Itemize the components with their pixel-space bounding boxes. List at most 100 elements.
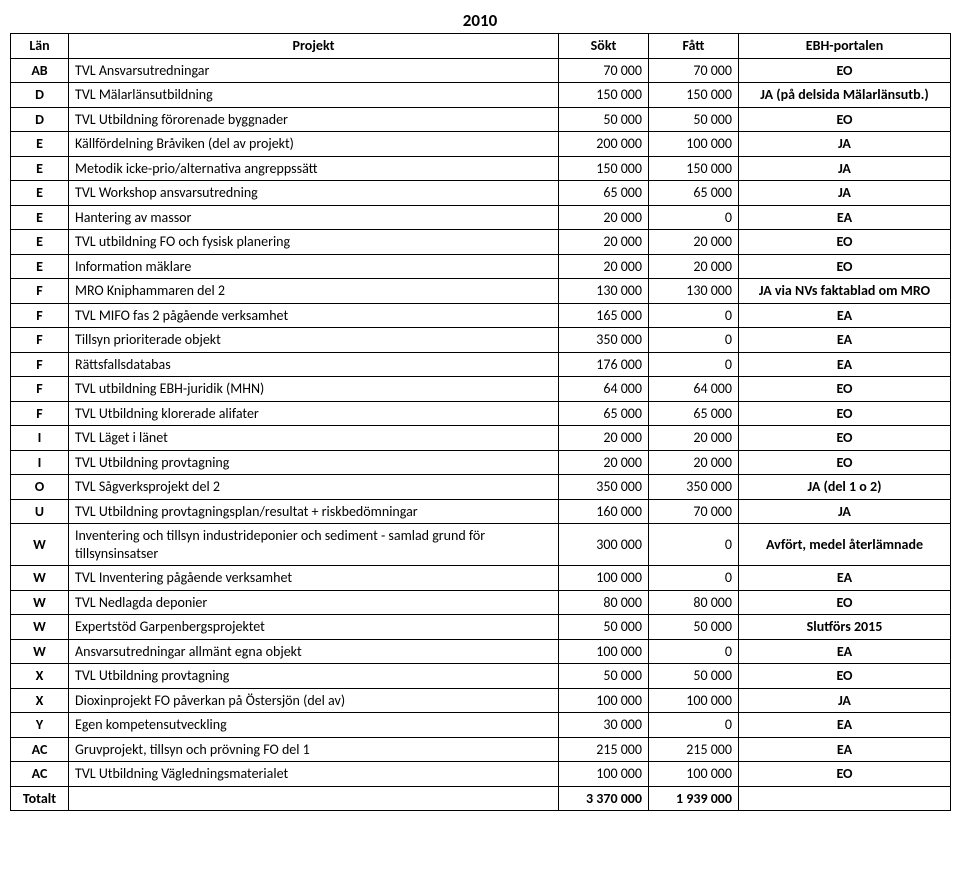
cell-fatt: 215 000: [649, 737, 739, 762]
table-row: XTVL Utbildning provtagning50 00050 000E…: [11, 664, 951, 689]
cell-sokt: 50 000: [559, 615, 649, 640]
cell-ebh: EO: [739, 762, 951, 787]
table-row: YEgen kompetensutveckling30 0000EA: [11, 713, 951, 738]
cell-lan: F: [11, 328, 69, 353]
cell-fatt: 100 000: [649, 132, 739, 157]
cell-sokt: 160 000: [559, 499, 649, 524]
cell-projekt: TVL Utbildning provtagning: [69, 664, 559, 689]
cell-fatt: 65 000: [649, 181, 739, 206]
table-row: ACGruvprojekt, tillsyn och prövning FO d…: [11, 737, 951, 762]
col-projekt: Projekt: [69, 34, 559, 59]
cell-projekt: Gruvprojekt, tillsyn och prövning FO del…: [69, 737, 559, 762]
col-lan: Län: [11, 34, 69, 59]
cell-lan: W: [11, 524, 69, 566]
cell-ebh: JA: [739, 156, 951, 181]
table-total-row: Totalt3 370 0001 939 000: [11, 786, 951, 811]
cell-sokt: 70 000: [559, 58, 649, 83]
cell-sokt: 50 000: [559, 664, 649, 689]
cell-projekt: TVL utbildning EBH-juridik (MHN): [69, 377, 559, 402]
cell-projekt: TVL Läget i länet: [69, 426, 559, 451]
cell-sokt: 20 000: [559, 254, 649, 279]
cell-sokt: 80 000: [559, 590, 649, 615]
cell-fatt: 150 000: [649, 83, 739, 108]
cell-ebh: JA via NVs faktablad om MRO: [739, 279, 951, 304]
cell-projekt: TVL Utbildning klorerade alifater: [69, 401, 559, 426]
cell-fatt: 150 000: [649, 156, 739, 181]
cell-fatt: 350 000: [649, 475, 739, 500]
table-header: Län Projekt Sökt Fått EBH-portalen: [11, 34, 951, 59]
cell-fatt: 50 000: [649, 664, 739, 689]
cell-projekt: TVL MIFO fas 2 pågående verksamhet: [69, 303, 559, 328]
table-row: DTVL Mälarlänsutbildning150 000150 000JA…: [11, 83, 951, 108]
cell-sokt: 65 000: [559, 181, 649, 206]
col-fatt: Fått: [649, 34, 739, 59]
cell-sokt: 215 000: [559, 737, 649, 762]
cell-projekt: TVL Mälarlänsutbildning: [69, 83, 559, 108]
cell-ebh: EO: [739, 590, 951, 615]
cell-projekt: TVL Utbildning Vägledningsmaterialet: [69, 762, 559, 787]
table-row: EInformation mäklare20 00020 000EO: [11, 254, 951, 279]
total-projekt: [69, 786, 559, 811]
table-row: ACTVL Utbildning Vägledningsmaterialet10…: [11, 762, 951, 787]
table-row: FTVL MIFO fas 2 pågående verksamhet165 0…: [11, 303, 951, 328]
cell-fatt: 0: [649, 524, 739, 566]
cell-ebh: EA: [739, 639, 951, 664]
cell-projekt: Egen kompetensutveckling: [69, 713, 559, 738]
cell-lan: F: [11, 352, 69, 377]
cell-sokt: 165 000: [559, 303, 649, 328]
cell-lan: E: [11, 254, 69, 279]
cell-ebh: EA: [739, 737, 951, 762]
table-row: FTVL Utbildning klorerade alifater65 000…: [11, 401, 951, 426]
table-row: OTVL Sågverksprojekt del 2350 000350 000…: [11, 475, 951, 500]
cell-lan: F: [11, 279, 69, 304]
cell-projekt: Hantering av massor: [69, 205, 559, 230]
cell-ebh: JA: [739, 688, 951, 713]
cell-fatt: 50 000: [649, 615, 739, 640]
cell-sokt: 20 000: [559, 230, 649, 255]
cell-lan: W: [11, 615, 69, 640]
cell-projekt: TVL Sågverksprojekt del 2: [69, 475, 559, 500]
cell-fatt: 70 000: [649, 499, 739, 524]
cell-sokt: 200 000: [559, 132, 649, 157]
table-body: ABTVL Ansvarsutredningar70 00070 000EODT…: [11, 58, 951, 811]
cell-lan: E: [11, 181, 69, 206]
cell-sokt: 100 000: [559, 688, 649, 713]
cell-fatt: 0: [649, 303, 739, 328]
table-row: WTVL Inventering pågående verksamhet100 …: [11, 566, 951, 591]
cell-fatt: 64 000: [649, 377, 739, 402]
cell-fatt: 100 000: [649, 688, 739, 713]
table-row: EKällfördelning Bråviken (del av projekt…: [11, 132, 951, 157]
cell-ebh: EO: [739, 107, 951, 132]
cell-lan: F: [11, 303, 69, 328]
cell-ebh: EA: [739, 566, 951, 591]
cell-lan: D: [11, 107, 69, 132]
cell-fatt: 80 000: [649, 590, 739, 615]
cell-lan: I: [11, 426, 69, 451]
cell-sokt: 20 000: [559, 450, 649, 475]
cell-ebh: JA: [739, 181, 951, 206]
cell-fatt: 0: [649, 205, 739, 230]
cell-projekt: TVL utbildning FO och fysisk planering: [69, 230, 559, 255]
cell-fatt: 100 000: [649, 762, 739, 787]
cell-ebh: Slutförs 2015: [739, 615, 951, 640]
cell-ebh: JA (del 1 o 2): [739, 475, 951, 500]
cell-ebh: EA: [739, 352, 951, 377]
cell-ebh: EO: [739, 230, 951, 255]
cell-sokt: 65 000: [559, 401, 649, 426]
cell-ebh: Avfört, medel återlämnade: [739, 524, 951, 566]
table-row: FRättsfallsdatabas176 0000EA: [11, 352, 951, 377]
total-fatt: 1 939 000: [649, 786, 739, 811]
cell-lan: I: [11, 450, 69, 475]
cell-ebh: EA: [739, 303, 951, 328]
table-row: WTVL Nedlagda deponier80 00080 000EO: [11, 590, 951, 615]
table-row: FTillsyn prioriterade objekt350 0000EA: [11, 328, 951, 353]
table-row: WAnsvarsutredningar allmänt egna objekt1…: [11, 639, 951, 664]
table-row: ABTVL Ansvarsutredningar70 00070 000EO: [11, 58, 951, 83]
cell-lan: E: [11, 132, 69, 157]
cell-lan: AB: [11, 58, 69, 83]
cell-ebh: EA: [739, 713, 951, 738]
table-row: WExpertstöd Garpenbergsprojektet50 00050…: [11, 615, 951, 640]
cell-ebh: JA: [739, 499, 951, 524]
cell-lan: D: [11, 83, 69, 108]
cell-fatt: 65 000: [649, 401, 739, 426]
